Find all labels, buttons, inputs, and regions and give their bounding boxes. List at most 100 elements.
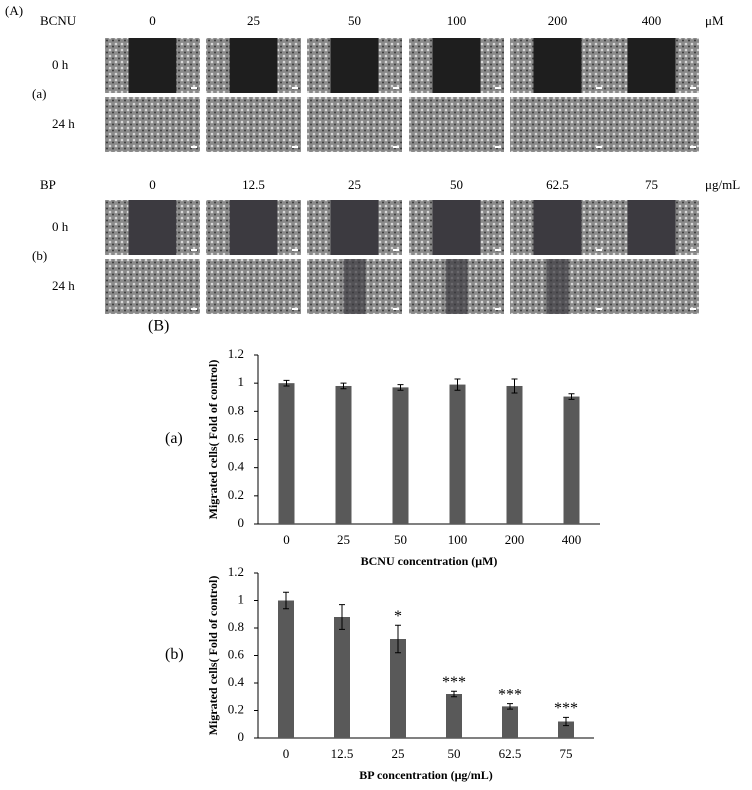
- scale-bar: [191, 87, 197, 89]
- y-tick-label: 0: [238, 729, 245, 744]
- bar: [335, 385, 352, 524]
- micrograph: [510, 97, 605, 152]
- scale-bar: [292, 308, 298, 310]
- error-bar: [397, 384, 404, 391]
- bar: [334, 617, 350, 738]
- scale-bar: [690, 87, 696, 89]
- y-tick-label: 0.8: [228, 619, 244, 634]
- bar: [390, 639, 406, 738]
- row-label: (a): [32, 86, 46, 101]
- bar: [449, 384, 466, 524]
- scale-bar: [596, 87, 602, 89]
- time-label: 0 h: [52, 219, 69, 234]
- x-tick-label: 12.5: [331, 746, 354, 761]
- dose-label: 50: [348, 13, 361, 28]
- error-bar: [454, 378, 461, 391]
- error-bar: [339, 604, 345, 630]
- x-axis-label: BP concentration (μg/mL): [359, 768, 492, 782]
- error-bar: [563, 716, 569, 727]
- scale-bar: [495, 308, 501, 310]
- drug-label: BP: [40, 177, 56, 192]
- unit-label: μg/mL: [705, 177, 740, 192]
- dose-label: 0: [149, 177, 156, 192]
- error-bar: [283, 591, 289, 610]
- wound-gap: [627, 200, 676, 255]
- dose-label: 12.5: [242, 177, 265, 192]
- time-label: 0 h: [52, 57, 69, 72]
- scale-bar: [690, 249, 696, 251]
- wound-gap: [445, 259, 468, 314]
- error-bar: [283, 379, 290, 387]
- wound-gap: [533, 38, 582, 93]
- x-tick-label: 50: [394, 532, 407, 547]
- scale-bar: [191, 308, 197, 310]
- scale-bar: [292, 249, 298, 251]
- scale-bar: [191, 146, 197, 148]
- x-tick-label: 0: [283, 532, 290, 547]
- y-axis-label: Migrated cells( Fold of control): [206, 360, 220, 520]
- y-tick-label: 0.4: [228, 459, 245, 474]
- y-tick-label: 1: [238, 591, 245, 606]
- micrograph: [409, 97, 504, 152]
- scale-bar: [596, 249, 602, 251]
- scale-bar: [191, 249, 197, 251]
- row-label: (b): [32, 248, 47, 263]
- significance-label: ***: [554, 700, 578, 717]
- panel-label: (b): [165, 646, 184, 663]
- wound-gap: [432, 200, 481, 255]
- panel-label: (B): [148, 318, 169, 335]
- bar: [278, 383, 295, 524]
- bar: [506, 385, 523, 524]
- scale-bar: [596, 146, 602, 148]
- error-bar: [451, 690, 457, 698]
- significance-label: *: [394, 608, 402, 625]
- dose-label: 25: [247, 13, 260, 28]
- scale-bar: [690, 146, 696, 148]
- bar: [446, 694, 462, 738]
- x-tick-label: 0: [283, 746, 290, 761]
- x-tick-label: 62.5: [499, 746, 522, 761]
- y-tick-label: 1: [238, 374, 245, 389]
- error-bar: [568, 393, 575, 400]
- micrograph: [604, 97, 699, 152]
- y-tick-label: 0.2: [228, 487, 244, 502]
- scale-bar: [393, 249, 399, 251]
- scale-bar: [393, 308, 399, 310]
- y-tick-label: 0.2: [228, 701, 244, 716]
- x-axis-label: BCNU concentration (μM): [361, 554, 498, 568]
- micrograph: [206, 97, 301, 152]
- scale-bar: [495, 87, 501, 89]
- error-bar: [395, 624, 401, 654]
- dose-label: 400: [642, 13, 662, 28]
- bar: [278, 600, 294, 738]
- wound-gap: [546, 259, 569, 314]
- y-tick-label: 1.2: [228, 564, 244, 579]
- time-label: 24 h: [52, 278, 75, 293]
- figure-label: (A): [5, 3, 23, 18]
- scale-bar: [690, 308, 696, 310]
- scale-bar: [495, 146, 501, 148]
- dose-label: 75: [645, 177, 658, 192]
- y-tick-label: 0.6: [228, 430, 245, 445]
- scale-bar: [495, 249, 501, 251]
- wound-gap: [128, 38, 177, 93]
- significance-label: ***: [442, 674, 466, 691]
- y-tick-label: 1.2: [228, 346, 244, 361]
- dose-label: 25: [348, 177, 361, 192]
- scale-bar: [393, 87, 399, 89]
- dose-label: 50: [450, 177, 463, 192]
- y-tick-label: 0.8: [228, 402, 244, 417]
- wound-gap: [343, 259, 366, 314]
- x-tick-label: 25: [392, 746, 405, 761]
- wound-gap: [330, 200, 379, 255]
- micrograph: [105, 259, 200, 314]
- dose-label: 100: [447, 13, 467, 28]
- y-tick-label: 0: [238, 515, 245, 530]
- micrograph: [206, 259, 301, 314]
- x-tick-label: 75: [560, 746, 573, 761]
- time-label: 24 h: [52, 116, 75, 131]
- scale-bar: [292, 146, 298, 148]
- scale-bar: [596, 308, 602, 310]
- bar: [558, 721, 574, 738]
